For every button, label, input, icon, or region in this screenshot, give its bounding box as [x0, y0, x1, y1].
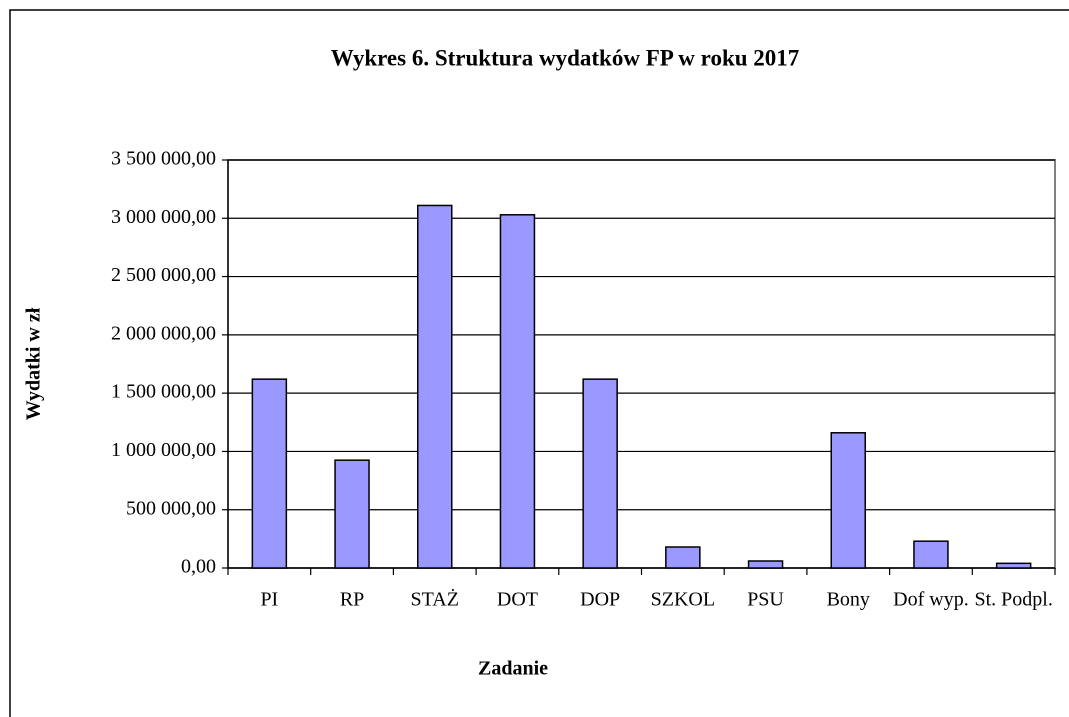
bar [665, 546, 701, 569]
bar [747, 560, 784, 569]
chart-title: Wykres 6. Struktura wydatków FP w roku 2… [331, 45, 800, 70]
y-axis-label: Wydatki w zł [23, 307, 45, 420]
y-tick-label: 0,00 [181, 556, 216, 578]
bar [417, 204, 453, 569]
x-tick-label: RP [340, 589, 364, 611]
x-tick-label: St. Podpl. [974, 589, 1052, 611]
y-tick-label: 1 000 000,00 [111, 439, 216, 461]
x-tick-label: DOT [497, 589, 538, 611]
x-tick-label: Dof wyp. [893, 589, 969, 611]
bar [334, 459, 370, 569]
x-tick-label: PSU [747, 589, 784, 611]
x-axis-label: Zadanie [478, 658, 548, 680]
bar [830, 432, 866, 569]
y-tick-label: 3 000 000,00 [111, 206, 216, 228]
x-tick-label: DOP [580, 589, 620, 611]
y-tick-label: 2 000 000,00 [111, 322, 216, 344]
x-tick-label: Bony [827, 589, 870, 611]
x-tick-label: PI [260, 589, 278, 611]
bar [499, 214, 536, 569]
y-tick-label: 3 500 000,00 [111, 148, 216, 170]
y-tick-label: 500 000,00 [126, 497, 216, 519]
x-tick-label: STAŻ [411, 588, 459, 611]
x-tick-label: SZKOL [651, 589, 715, 611]
bar [582, 378, 618, 569]
bar [995, 562, 1032, 569]
y-tick-label: 2 500 000,00 [111, 264, 216, 286]
bar [913, 540, 949, 569]
bar [251, 378, 288, 569]
y-tick-label: 1 500 000,00 [111, 381, 216, 403]
